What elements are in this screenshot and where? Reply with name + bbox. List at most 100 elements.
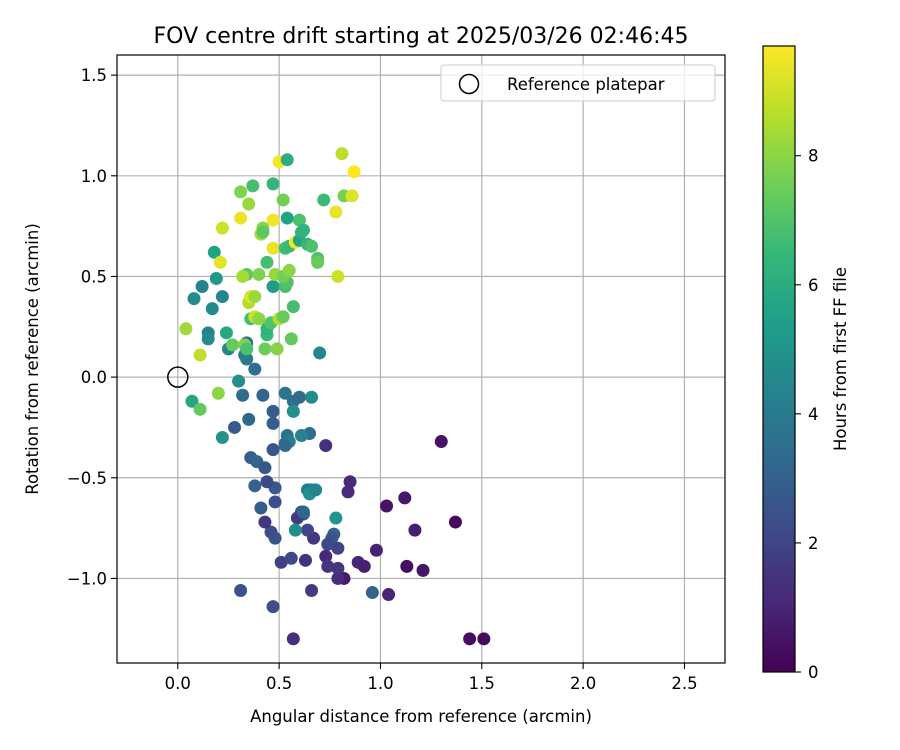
data-point <box>345 189 359 203</box>
y-tick-label: 1.5 <box>81 66 107 85</box>
data-point <box>211 386 225 400</box>
data-point <box>266 416 280 430</box>
data-point <box>408 523 422 537</box>
data-point <box>305 390 319 404</box>
data-point <box>448 515 462 529</box>
data-point <box>276 193 290 207</box>
data-point <box>398 491 412 505</box>
data-point <box>305 239 319 253</box>
data-point <box>258 342 272 356</box>
data-point <box>193 402 207 416</box>
data-point <box>201 332 215 346</box>
colorbar-tick-label: 2 <box>808 534 819 553</box>
data-point <box>357 559 371 573</box>
reference-legend-marker <box>458 73 480 95</box>
data-point <box>195 280 209 294</box>
data-point <box>296 505 310 519</box>
data-point <box>266 600 280 614</box>
data-point <box>335 147 349 161</box>
data-point <box>321 559 335 573</box>
data-point <box>234 185 248 199</box>
data-point <box>296 223 310 237</box>
data-point <box>294 429 308 443</box>
x-tick-label: 0.5 <box>266 674 292 693</box>
chart-title: FOV centre drift starting at 2025/03/26 … <box>154 24 689 49</box>
data-point <box>286 300 300 314</box>
axis-ticks: 0.0 0.5 1.0 1.5 2.0 2.5 −1.0 −0.5 0.0 0.5 1.0 1.5 <box>67 66 698 693</box>
data-point <box>331 541 345 555</box>
data-point <box>207 245 221 259</box>
data-point <box>434 435 448 449</box>
data-point <box>284 551 298 565</box>
data-point <box>228 420 242 434</box>
x-tick-label: 2.0 <box>570 674 596 693</box>
x-tick-label: 2.5 <box>671 674 697 693</box>
data-point <box>252 312 266 326</box>
data-point <box>248 479 262 493</box>
data-point <box>258 515 272 529</box>
data-point <box>215 290 229 304</box>
data-point <box>286 404 300 418</box>
data-point <box>179 322 193 336</box>
data-point <box>258 461 272 475</box>
data-point <box>232 374 246 388</box>
colorbar-tick-label: 8 <box>808 147 819 166</box>
reference-marker-layer <box>167 366 189 388</box>
data-point <box>248 362 262 376</box>
data-point <box>266 280 280 294</box>
data-point <box>286 632 300 646</box>
x-tick-label: 1.5 <box>469 674 495 693</box>
data-point <box>280 153 294 167</box>
data-point <box>382 588 396 602</box>
data-point <box>298 553 312 567</box>
colorbar <box>762 45 796 673</box>
x-tick-label: 1.0 <box>367 674 393 693</box>
data-point <box>209 271 223 285</box>
colorbar-ticks: 0 2 4 6 8 <box>795 147 819 682</box>
colorbar-label: Hours from first FF file <box>831 267 850 451</box>
data-point <box>319 439 333 453</box>
data-point <box>219 326 233 340</box>
data-point <box>369 543 383 557</box>
data-point <box>292 390 306 404</box>
data-point <box>256 388 270 402</box>
data-point <box>266 241 280 255</box>
data-point <box>321 537 335 551</box>
legend[interactable]: Reference platepar <box>440 64 716 102</box>
data-point <box>317 193 331 207</box>
data-point <box>365 586 379 600</box>
data-point <box>380 499 394 513</box>
data-point <box>270 342 284 356</box>
data-point <box>278 439 292 453</box>
data-point <box>266 404 280 418</box>
reference-platepar-marker <box>167 366 189 388</box>
data-point <box>242 412 256 426</box>
data-point <box>288 523 302 537</box>
data-point <box>400 559 414 573</box>
data-point <box>240 342 254 356</box>
data-point <box>331 561 345 575</box>
data-point <box>260 255 274 269</box>
data-point <box>347 165 361 179</box>
data-point <box>205 302 219 316</box>
data-point <box>282 263 296 277</box>
y-tick-label: 1.0 <box>81 167 107 186</box>
data-point <box>266 443 280 457</box>
data-point <box>226 338 240 352</box>
y-tick-label: −0.5 <box>67 469 107 488</box>
data-point <box>284 332 298 346</box>
data-point <box>313 346 327 360</box>
data-point <box>463 632 477 646</box>
data-point <box>236 388 250 402</box>
data-point <box>213 255 227 269</box>
data-point <box>248 290 262 304</box>
x-tick-label: 0.0 <box>165 674 191 693</box>
y-axis-label: Rotation from reference (arcmin) <box>23 223 42 495</box>
data-point <box>252 267 266 281</box>
y-tick-label: 0.5 <box>81 267 107 286</box>
data-point <box>343 475 357 489</box>
data-point <box>234 584 248 598</box>
data-point <box>266 177 280 191</box>
data-point <box>236 269 250 283</box>
y-tick-label: −1.0 <box>67 569 107 588</box>
